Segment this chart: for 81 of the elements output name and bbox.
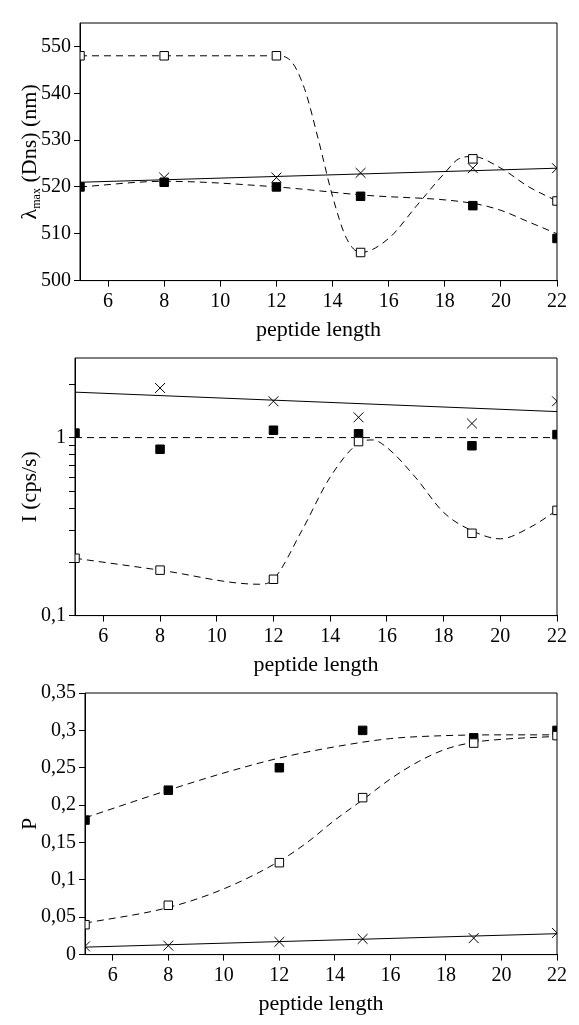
x-tick-label: 16 xyxy=(380,962,401,985)
x-axis-title: peptide length xyxy=(253,650,379,676)
point xyxy=(268,395,279,407)
point xyxy=(355,191,366,202)
x-tick-label: 10 xyxy=(210,288,231,311)
point xyxy=(466,418,478,429)
x-axis-title: peptide length xyxy=(258,989,384,1015)
x-tick-label: 18 xyxy=(435,962,456,985)
point xyxy=(353,436,364,447)
y-tick-label: 1 xyxy=(56,424,66,447)
y-tick-label: 0,15 xyxy=(41,829,76,852)
point xyxy=(274,857,285,868)
x-tick-label: 14 xyxy=(320,623,341,646)
x-tick-label: 20 xyxy=(490,288,511,311)
y-axis-title: P xyxy=(15,817,41,830)
point xyxy=(154,382,166,394)
y-tick-label: 530 xyxy=(41,127,71,150)
point xyxy=(163,785,174,795)
x-axis-title: peptide length xyxy=(255,315,382,341)
point xyxy=(468,200,478,211)
y-tick-label: 500 xyxy=(41,267,71,290)
x-tick-label: 10 xyxy=(213,962,234,985)
point xyxy=(355,247,366,258)
x-tick-label: 8 xyxy=(163,962,174,985)
x-tick-label: 6 xyxy=(107,962,118,985)
x-tick-label: 22 xyxy=(547,962,567,985)
y-tick-label: 0,2 xyxy=(51,792,76,815)
y-tick-label: 0,3 xyxy=(51,717,76,740)
x-tick-label: 22 xyxy=(547,623,567,646)
point xyxy=(271,51,282,61)
point xyxy=(357,725,368,736)
x-tick-label: 8 xyxy=(155,623,166,646)
x-tick-label: 10 xyxy=(206,623,227,646)
x-tick-label: 12 xyxy=(263,623,284,646)
point xyxy=(467,162,479,174)
x-tick-label: 12 xyxy=(269,962,290,985)
point xyxy=(163,900,174,911)
x-tick-label: 14 xyxy=(322,288,343,311)
point xyxy=(467,441,477,451)
x-tick-label: 18 xyxy=(433,623,454,646)
x-tick-label: 6 xyxy=(103,288,114,311)
point xyxy=(353,411,364,423)
x-tick-label: 8 xyxy=(159,288,170,311)
x-tick-label: 16 xyxy=(376,623,397,646)
x-tick-label: 14 xyxy=(324,962,345,985)
point xyxy=(162,940,174,952)
point xyxy=(271,182,282,192)
point xyxy=(468,932,480,944)
point xyxy=(268,574,279,585)
y-tick-label: 520 xyxy=(41,174,71,197)
x-tick-label: 12 xyxy=(266,288,287,311)
y-tick-label: 540 xyxy=(41,80,71,103)
x-tick-label: 20 xyxy=(490,623,511,646)
point xyxy=(273,936,285,948)
point xyxy=(468,738,479,748)
y-tick-label: 0,1 xyxy=(41,602,66,625)
point xyxy=(270,172,282,184)
point xyxy=(357,792,368,803)
point xyxy=(357,933,369,945)
point xyxy=(274,763,285,773)
point xyxy=(355,167,367,179)
x-tick-label: 18 xyxy=(434,288,455,311)
x-tick-label: 16 xyxy=(378,288,399,311)
y-axis-title: I (cps/s) xyxy=(15,451,41,523)
point xyxy=(159,51,169,61)
point xyxy=(159,177,169,187)
x-tick-label: 6 xyxy=(98,623,109,646)
y-tick-label: 0,1 xyxy=(51,867,76,890)
point xyxy=(468,154,478,164)
y-tick-label: 510 xyxy=(41,221,71,244)
point xyxy=(268,425,279,435)
point xyxy=(155,565,165,575)
x-tick-label: 22 xyxy=(547,288,567,311)
y-tick-label: 550 xyxy=(41,33,71,56)
point xyxy=(155,444,165,454)
y-tick-label: 0,35 xyxy=(41,680,76,703)
x-tick-label: 20 xyxy=(491,962,512,985)
y-tick-label: 0,25 xyxy=(41,754,76,777)
point xyxy=(467,528,477,539)
y-tick-label: 0 xyxy=(66,941,76,964)
y-tick-label: 0,05 xyxy=(41,904,76,927)
